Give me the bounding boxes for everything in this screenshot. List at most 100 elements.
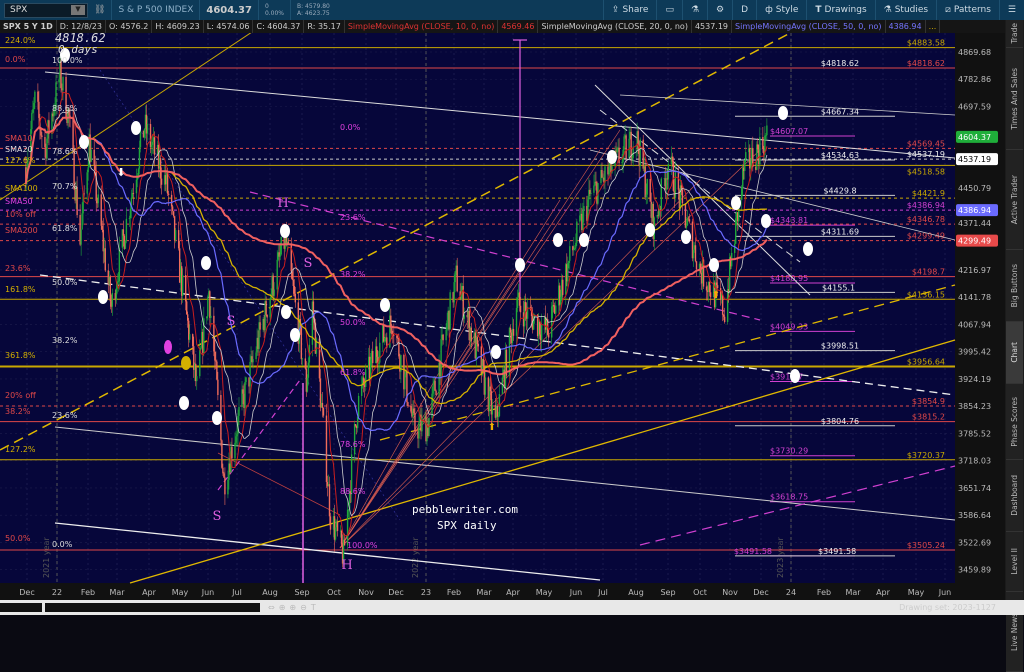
candle-body	[462, 285, 464, 319]
candle-body	[66, 118, 68, 124]
time-axis	[0, 583, 955, 600]
candle-body	[468, 310, 470, 341]
style-button[interactable]: ф Style	[756, 0, 806, 20]
marker-oval	[212, 411, 222, 425]
menu-button[interactable]: ☰	[998, 0, 1024, 20]
fan-line	[339, 299, 481, 549]
left-level-label: 161.8%	[5, 285, 36, 294]
left-level-label: 23.6%	[52, 411, 78, 420]
settings-button[interactable]: ⚙	[707, 0, 732, 20]
tab-label: Trade	[1010, 23, 1019, 44]
candle-body	[518, 292, 521, 306]
price-tick-label: 3785.52	[958, 429, 991, 438]
candle-body	[624, 135, 626, 137]
candle-body	[208, 291, 210, 297]
candle-body	[216, 361, 218, 380]
tab-active-trader[interactable]: Active Trader	[1006, 150, 1023, 250]
alert-button[interactable]: ▭	[656, 0, 682, 20]
tab-level-ii[interactable]: Level II	[1006, 532, 1023, 592]
candle-body	[235, 436, 237, 443]
price-tick-label: 4782.86	[958, 75, 991, 84]
price-badge-label: 4537.19	[958, 155, 991, 164]
candle-body	[707, 282, 710, 292]
candle-body	[224, 477, 226, 495]
candle-body	[69, 115, 71, 117]
candle-body	[259, 322, 261, 330]
candle-body	[163, 175, 166, 185]
share-button[interactable]: ⇪ Share	[602, 0, 657, 20]
candle-body	[607, 166, 609, 175]
symbol-selector[interactable]: SPX ▼	[4, 2, 88, 18]
bar-low: L: 4574.06	[204, 20, 254, 33]
chevron-down-icon[interactable]: ▼	[71, 5, 85, 15]
candle-body	[670, 156, 673, 165]
tab-trade[interactable]: Trade	[1006, 20, 1023, 48]
candle-body	[657, 215, 659, 216]
price-level-label: $4421.9	[912, 189, 945, 198]
candle-body	[361, 377, 364, 386]
left-level-label: 127.2%	[5, 445, 36, 454]
tab-label: Chart	[1010, 342, 1019, 363]
candle-body	[283, 236, 285, 249]
zoom-in-icon[interactable]: ⊕	[289, 603, 301, 612]
candle-body	[644, 166, 646, 198]
candle-body	[537, 321, 540, 337]
candle-body	[658, 209, 660, 216]
patterns-button[interactable]: ⧄ Patterns	[936, 0, 999, 20]
pan-icon[interactable]: ⇔	[268, 603, 279, 612]
timeframe-button[interactable]: D	[732, 0, 756, 20]
text-tool-icon[interactable]: T	[310, 603, 320, 612]
style-label: Style	[775, 5, 799, 15]
candle-body	[229, 463, 231, 473]
scrollbar-left[interactable]	[0, 603, 42, 612]
crosshair-icon[interactable]: ⊕	[278, 603, 290, 612]
link-icon[interactable]: ⛓	[94, 5, 106, 15]
sma50-study[interactable]: SimpleMovingAvg (CLOSE, 50, 0, no)	[732, 20, 886, 33]
tab-phase-scores[interactable]: Phase Scores	[1006, 384, 1023, 460]
drawings-button[interactable]: T Drawings	[806, 0, 874, 20]
site-watermark: pebblewriter.com	[412, 503, 518, 516]
sma20-study[interactable]: SimpleMovingAvg (CLOSE, 20, 0, no)	[538, 20, 692, 33]
candle-body	[442, 334, 444, 341]
tab-big-buttons[interactable]: Big Buttons	[1006, 250, 1023, 322]
candle-body	[547, 334, 550, 338]
candle-body	[595, 181, 597, 183]
candle-body	[100, 194, 102, 226]
price-chart[interactable]: Dec 22 Feb Mar Apr May Jun Jul Aug Sep Oct Nov Dec 23…	[0, 33, 1005, 600]
zoom-out-icon[interactable]: ⊖	[300, 603, 311, 612]
horizontal-scrollbar[interactable]	[45, 603, 260, 612]
fib-label: 50.0%	[340, 318, 366, 327]
flask-button[interactable]: ⚗	[681, 0, 707, 20]
candle-body	[179, 266, 182, 283]
tab-label: Level II	[1010, 548, 1019, 575]
drawing-set[interactable]: Drawing set: 2023-1127	[899, 603, 996, 612]
candle-body	[583, 206, 585, 211]
studies-button[interactable]: ⚗ Studies	[874, 0, 936, 20]
candle-body	[757, 144, 759, 150]
candle-body	[603, 177, 605, 183]
left-level-label: 50.0%	[5, 534, 31, 543]
sma50-value: 4386.94	[886, 20, 926, 33]
candle-body	[160, 178, 163, 185]
candle-body	[756, 144, 758, 170]
candle-body	[93, 149, 95, 166]
price-level-label: $4299.49	[907, 232, 945, 241]
price-level-label: $3998.51	[821, 342, 859, 351]
text-icon: T	[815, 5, 822, 15]
candle-body	[185, 275, 187, 302]
candle-body	[691, 221, 694, 259]
tab-dashboard[interactable]: Dashboard	[1006, 460, 1023, 532]
candle-body	[234, 442, 236, 459]
candle-body	[481, 359, 484, 375]
marker-oval	[60, 48, 70, 62]
price-level-label: $4818.62	[907, 59, 945, 68]
tab-times-and-sales[interactable]: Times And Sales	[1006, 48, 1023, 150]
candle-body	[532, 318, 535, 330]
price-level-label: $4818.62	[821, 59, 859, 68]
candle-body	[495, 405, 498, 418]
sma10-study[interactable]: SimpleMovingAvg (CLOSE, 10, 0, no)	[345, 20, 499, 33]
more-studies[interactable]: ...	[926, 20, 941, 33]
tab-chart[interactable]: Chart	[1006, 322, 1023, 384]
tab-label: Dashboard	[1010, 475, 1019, 516]
candle-body	[311, 301, 314, 345]
